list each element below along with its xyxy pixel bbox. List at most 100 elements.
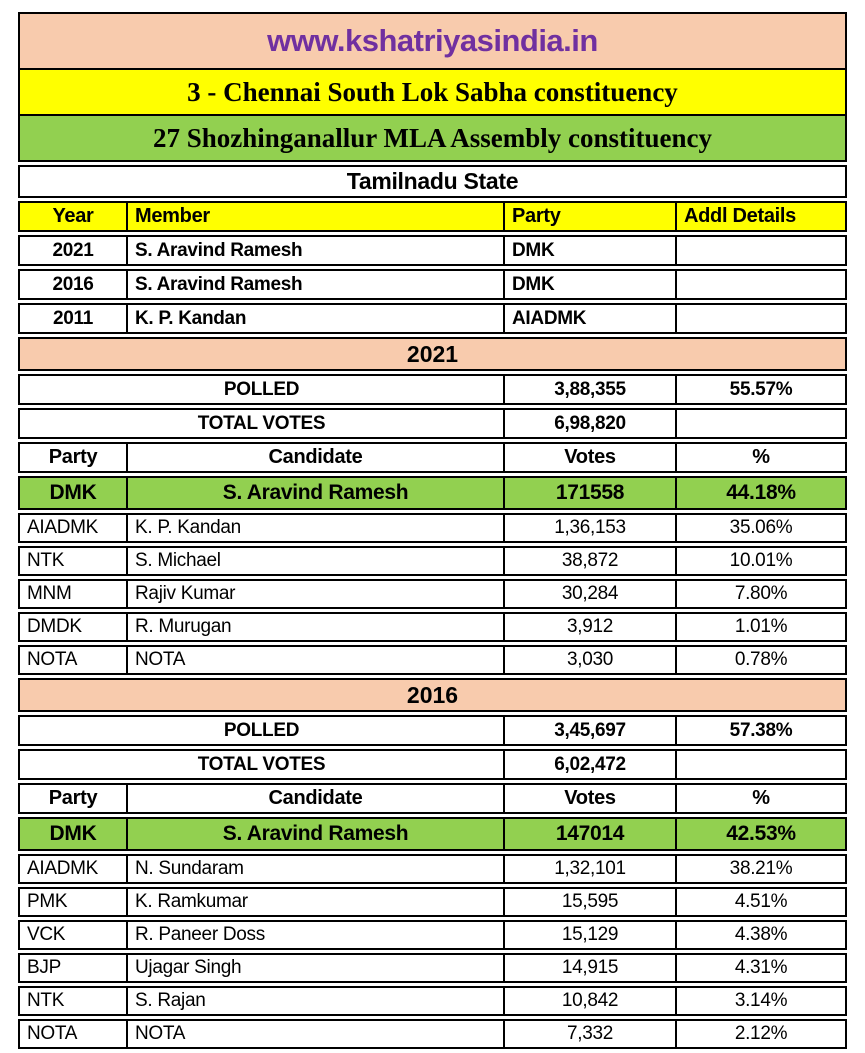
candidate-name: K. P. Kandan xyxy=(126,515,503,541)
election-results-table: www.kshatriyasindia.in 3 - Chennai South… xyxy=(18,12,847,1049)
candidate-pct: 35.06% xyxy=(675,515,845,541)
candidate-row: DMDK R. Murugan 3,912 1.01% xyxy=(18,612,847,642)
col-party: Party xyxy=(48,787,98,809)
candidate-votes: 3,912 xyxy=(503,614,675,640)
winner-pct: 42.53% xyxy=(675,819,845,849)
member-row: 2021 S. Aravind Ramesh DMK xyxy=(18,235,847,266)
polled-pct: 57.38% xyxy=(675,717,845,744)
candidate-votes: 1,36,153 xyxy=(503,515,675,541)
total-votes-pct xyxy=(675,410,845,437)
candidate-row: VCK R. Paneer Doss 15,129 4.38% xyxy=(18,920,847,950)
polled-pct: 55.57% xyxy=(675,376,845,403)
candidate-name: NOTA xyxy=(126,647,503,673)
member-year-cell: 2011 xyxy=(52,307,94,329)
polled-votes: 3,88,355 xyxy=(503,376,675,403)
candidate-votes: 10,842 xyxy=(503,988,675,1014)
candidate-row: PMK K. Ramkumar 15,595 4.51% xyxy=(18,887,847,917)
member-addl-cell xyxy=(675,305,845,332)
member-year-cell: 2021 xyxy=(52,239,94,261)
candidate-row: NTK S. Rajan 10,842 3.14% xyxy=(18,986,847,1016)
candidate-pct: 4.51% xyxy=(675,889,845,915)
candidate-party: MNM xyxy=(27,583,72,605)
member-addl-cell xyxy=(675,237,845,264)
candidate-name: Rajiv Kumar xyxy=(126,581,503,607)
candidate-pct: 2.12% xyxy=(675,1021,845,1047)
candidate-votes: 1,32,101 xyxy=(503,856,675,882)
year-band-2021: 2021 xyxy=(18,337,847,371)
candidate-party: NOTA xyxy=(27,649,78,671)
candidate-name: N. Sundaram xyxy=(126,856,503,882)
polled-votes: 3,45,697 xyxy=(503,717,675,744)
lok-sabha-banner: 3 - Chennai South Lok Sabha constituency xyxy=(18,68,847,116)
candidate-row: AIADMK N. Sundaram 1,32,101 38.21% xyxy=(18,854,847,884)
col-votes: Votes xyxy=(503,785,675,812)
candidate-party: NTK xyxy=(27,990,65,1012)
col-party: Party xyxy=(48,446,98,468)
winner-party: DMK xyxy=(20,819,126,849)
col-pct: % xyxy=(675,785,845,812)
candidate-pct: 0.78% xyxy=(675,647,845,673)
total-votes-value: 6,02,472 xyxy=(503,751,675,778)
candidate-pct: 10.01% xyxy=(675,548,845,574)
candidate-party: NOTA xyxy=(27,1023,78,1045)
candidate-party: BJP xyxy=(27,957,61,979)
polled-row: POLLED 3,45,697 57.38% xyxy=(18,715,847,746)
candidate-name: R. Paneer Doss xyxy=(126,922,503,948)
candidate-name: Ujagar Singh xyxy=(126,955,503,981)
members-header-row: Year Member Party Addl Details xyxy=(18,201,847,232)
member-row: 2011 K. P. Kandan AIADMK xyxy=(18,303,847,334)
members-col-member: Member xyxy=(126,203,503,230)
candidate-party: PMK xyxy=(27,891,68,913)
candidate-votes: 38,872 xyxy=(503,548,675,574)
site-title: www.kshatriyasindia.in xyxy=(267,22,598,58)
members-col-year: Year xyxy=(20,203,126,230)
candidate-row: NOTA NOTA 3,030 0.78% xyxy=(18,645,847,675)
winner-row: DMK S. Aravind Ramesh 171558 44.18% xyxy=(18,476,847,510)
member-name-cell: S. Aravind Ramesh xyxy=(126,271,503,298)
year-band-title: 2021 xyxy=(406,340,459,367)
candidate-votes: 15,129 xyxy=(503,922,675,948)
polled-row: POLLED 3,88,355 55.57% xyxy=(18,374,847,405)
member-addl-cell xyxy=(675,271,845,298)
candidate-votes: 14,915 xyxy=(503,955,675,981)
candidate-votes: 7,332 xyxy=(503,1021,675,1047)
total-votes-value: 6,98,820 xyxy=(503,410,675,437)
candidate-name: NOTA xyxy=(126,1021,503,1047)
candidate-votes: 15,595 xyxy=(503,889,675,915)
state-row: Tamilnadu State xyxy=(18,165,847,198)
candidate-party: NTK xyxy=(27,550,65,572)
candidate-row: NTK S. Michael 38,872 10.01% xyxy=(18,546,847,576)
polled-label: POLLED xyxy=(223,719,300,741)
candidate-row: NOTA NOTA 7,332 2.12% xyxy=(18,1019,847,1049)
candidate-name: R. Murugan xyxy=(126,614,503,640)
assembly-title: 27 Shozhinganallur MLA Assembly constitu… xyxy=(152,122,713,153)
candidate-pct: 4.38% xyxy=(675,922,845,948)
candidate-name: K. Ramkumar xyxy=(126,889,503,915)
col-candidate: Candidate xyxy=(126,785,503,812)
candidate-pct: 1.01% xyxy=(675,614,845,640)
winner-party: DMK xyxy=(20,478,126,508)
candidate-name: S. Michael xyxy=(126,548,503,574)
winner-votes: 147014 xyxy=(503,819,675,849)
candidate-row: AIADMK K. P. Kandan 1,36,153 35.06% xyxy=(18,513,847,543)
candidate-party: DMDK xyxy=(27,616,82,638)
winner-pct: 44.18% xyxy=(675,478,845,508)
lok-sabha-title: 3 - Chennai South Lok Sabha constituency xyxy=(187,76,678,107)
member-name-cell: S. Aravind Ramesh xyxy=(126,237,503,264)
members-col-addl: Addl Details xyxy=(675,203,845,230)
col-votes: Votes xyxy=(503,444,675,471)
candidate-row: BJP Ujagar Singh 14,915 4.31% xyxy=(18,953,847,983)
winner-candidate: S. Aravind Ramesh xyxy=(126,819,503,849)
member-party-cell: DMK xyxy=(503,237,675,264)
state-title: Tamilnadu State xyxy=(346,168,519,195)
candidate-votes: 30,284 xyxy=(503,581,675,607)
candidate-party: AIADMK xyxy=(27,858,99,880)
member-party-cell: DMK xyxy=(503,271,675,298)
member-name-cell: K. P. Kandan xyxy=(126,305,503,332)
total-votes-label: TOTAL VOTES xyxy=(197,412,326,434)
total-votes-row: TOTAL VOTES 6,02,472 xyxy=(18,749,847,780)
results-header-row: Party Candidate Votes % xyxy=(18,442,847,473)
year-band-2016: 2016 xyxy=(18,678,847,712)
member-party-cell: AIADMK xyxy=(503,305,675,332)
